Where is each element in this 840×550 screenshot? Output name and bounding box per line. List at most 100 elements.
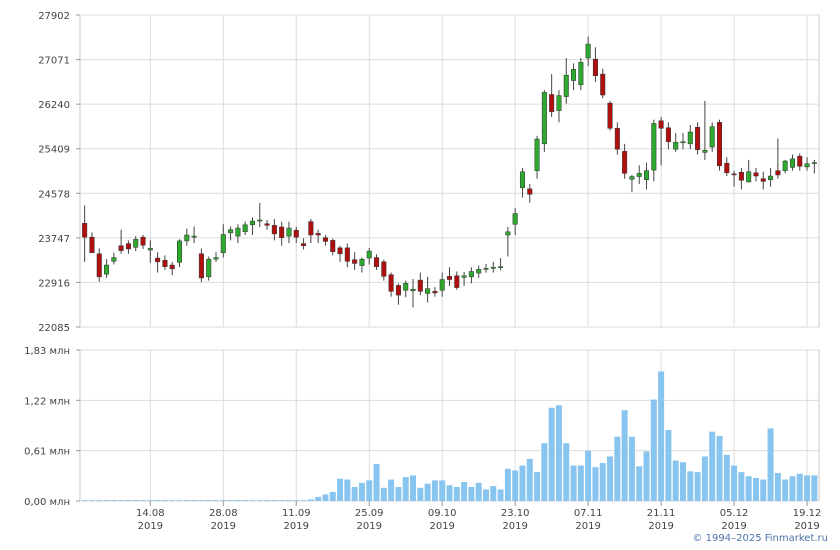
volume-bar [767,428,774,501]
candle-body [563,74,569,97]
date-tick-year-label: 2019 [575,521,600,532]
price-tick-label: 25409 [38,145,70,156]
volume-bar [220,500,227,502]
volume-bar [563,443,570,501]
candle-body [768,175,774,181]
candle-body [687,131,693,145]
candle-body [629,176,635,180]
volume-bar [147,500,154,502]
volume-bar [402,477,409,501]
volume-bar [745,476,752,501]
price-tick-label: 22916 [38,278,70,289]
candle-body [571,69,577,81]
volume-tick-label: 1,22 млн [24,396,70,407]
volume-bar [636,466,643,501]
volume-bar [453,486,460,501]
volume-bar [88,500,95,502]
candle-body [600,73,606,96]
volume-bar [672,460,679,501]
candle-body [388,274,394,292]
volume-bar [694,472,701,501]
volume-bar [125,500,132,502]
price-tick-label: 27071 [38,56,70,67]
candle-body [191,235,197,238]
price-tick-label: 24578 [38,189,70,200]
candle-body [607,102,613,129]
volume-bar [592,467,599,501]
candle-body [490,266,496,269]
volume-bar [132,500,139,502]
volume-bar [439,480,446,501]
volume-bar [680,462,686,501]
volume-bar [271,500,278,502]
candle-body [468,271,474,278]
candle-body [709,126,715,148]
candle-body [651,123,657,171]
volume-bar [140,500,147,502]
candle-body [512,213,518,225]
price-tick-label: 26240 [38,100,70,111]
date-tick-year-label: 2019 [429,521,454,532]
date-tick-label: 28.08 [209,508,238,519]
candle-body [249,220,255,226]
volume-bar [315,496,322,501]
candle-body [804,163,810,168]
date-tick-label: 09.10 [428,508,457,519]
candle-body [352,259,358,264]
candle-body [527,188,533,195]
candle-body [286,227,292,237]
volume-bar [731,465,738,501]
volume-bar [752,477,759,501]
candle-body [184,234,190,242]
candle-body [578,62,584,86]
candle-body [220,234,226,253]
volume-bar [110,500,117,502]
date-tick-year-label: 2019 [211,521,236,532]
volume-bar [234,500,241,502]
candle-body [622,151,628,174]
volume-bar [307,499,314,501]
candle-body [797,155,803,167]
volume-bar [774,472,781,501]
candle-body [147,248,153,251]
volume-bar [395,486,402,501]
candle-body [257,219,263,222]
volume-bar [555,405,562,501]
volume-panel: 1,83 млн 1,22 млн 0,61 млн 0,00 млн 14.08 20… [24,346,821,532]
volume-bar [410,475,417,501]
volume-bar [417,487,424,501]
price-y-axis: 27902 27071 26240 25409 24578 23747 22916 22085 [38,11,80,334]
volume-bars [81,371,818,502]
candle-body [636,173,642,177]
candle-body [461,275,467,278]
date-tick-label: 05.12 [720,508,749,519]
candle-body [775,170,781,176]
volume-bar [665,430,672,501]
volume-bar [154,500,161,502]
volume-bar [475,482,482,501]
candle-body [716,122,723,167]
candle-body [293,229,299,238]
volume-bar [337,478,344,501]
candle-body [82,222,88,238]
candle-body [206,258,212,278]
candle-body [330,240,336,252]
volume-bar [264,500,271,502]
candle-body [446,276,453,280]
date-tick-label: 23.10 [501,508,530,519]
volume-plot-frame [79,349,820,502]
candle-body [381,261,387,277]
candle-body [476,269,482,274]
candle-body [519,171,525,189]
volume-bar [796,473,803,501]
volume-bar [504,468,511,501]
volume-bar [490,486,497,501]
candle-body [680,141,686,144]
date-tick-label: 11.09 [282,508,311,519]
volume-bar [526,458,533,501]
candle-body [125,243,131,250]
volume-bar [388,479,395,501]
candle-body [235,227,241,237]
date-tick-label: 25.09 [355,508,384,519]
